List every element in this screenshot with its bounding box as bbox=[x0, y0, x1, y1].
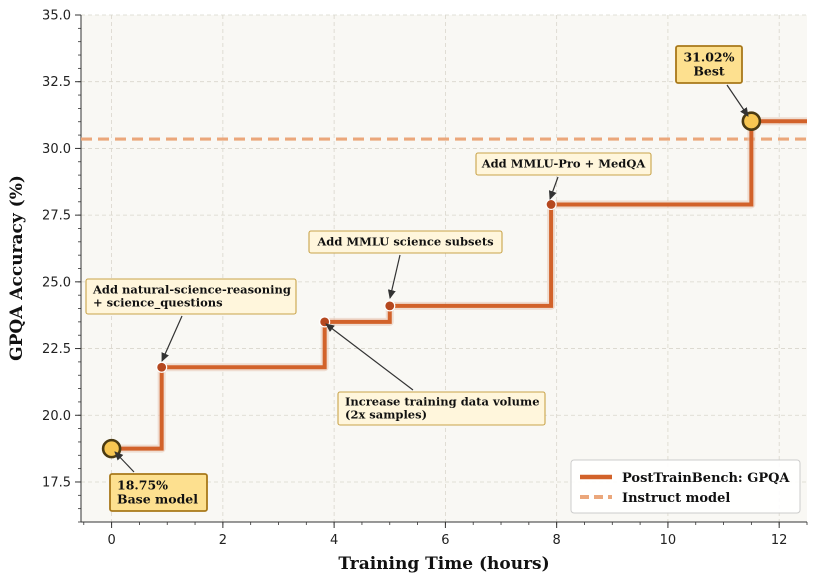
x-axis-title: Training Time (hours) bbox=[338, 554, 549, 574]
step-point bbox=[384, 300, 396, 312]
annotation-arrow bbox=[161, 315, 183, 362]
annotation-best: 31.02%Best bbox=[675, 45, 749, 117]
step-point bbox=[156, 361, 168, 373]
annotation-text: Add natural-science-reasoning bbox=[92, 283, 291, 297]
annotation-text: 18.75% bbox=[117, 478, 168, 493]
y-tick-label: 20.0 bbox=[42, 409, 71, 424]
annotation-natural-science: Add natural-science-reasoning+ science_q… bbox=[85, 278, 297, 362]
annotation-box bbox=[308, 230, 503, 254]
axes: 0 2 4 6 8 10 12 17.5 20.0 22.5 25.0 27.5 30.0 32.5 35.… bbox=[42, 9, 808, 548]
x-tick-label: 2 bbox=[219, 533, 227, 548]
annotation-text: Add MMLU-Pro + MedQA bbox=[481, 157, 647, 171]
y-axis-title: GPQA Accuracy (%) bbox=[7, 175, 27, 361]
annotation-text: Best bbox=[693, 64, 725, 79]
annotation-text: Increase training data volume bbox=[345, 395, 540, 409]
plot-area bbox=[81, 15, 807, 522]
legend: PostTrainBench: GPQA Instruct model bbox=[570, 459, 801, 514]
x-tick-label: 12 bbox=[771, 533, 788, 548]
y-tick-label: 30.0 bbox=[42, 142, 71, 157]
annotation-box bbox=[109, 473, 208, 512]
y-tick-label: 35.0 bbox=[42, 9, 71, 24]
annotation-arrow bbox=[325, 323, 414, 391]
annotation-text: Base model bbox=[117, 492, 198, 507]
annotation-text: (2x samples) bbox=[345, 408, 427, 422]
annotation-base: 18.75%Base model bbox=[109, 451, 208, 512]
annotation-arrow bbox=[548, 176, 559, 200]
annotation-box bbox=[85, 278, 297, 315]
y-tick-label: 17.5 bbox=[42, 475, 71, 490]
x-tick-label: 0 bbox=[107, 533, 115, 548]
annotation-box bbox=[475, 152, 652, 176]
legend-label-instruct: Instruct model bbox=[622, 491, 730, 506]
step-point bbox=[545, 198, 557, 211]
annotation-text: + science_questions bbox=[93, 296, 223, 311]
legend-label-step: PostTrainBench: GPQA bbox=[622, 471, 790, 486]
annotations-layer: 31.02%Best Add MMLU-Pro + MedQA Add MMLU s… bbox=[85, 45, 749, 512]
y-tick-label: 25.0 bbox=[42, 275, 71, 290]
series-layer bbox=[81, 111, 807, 459]
annotation-data-volume: Increase training data volume(2x samples… bbox=[325, 323, 546, 426]
x-tick-label: 8 bbox=[553, 533, 561, 548]
annotation-text: 31.02% bbox=[683, 50, 734, 65]
x-tick-label: 4 bbox=[330, 533, 338, 548]
y-tick-label: 27.5 bbox=[42, 209, 71, 224]
x-tick-label: 6 bbox=[441, 533, 449, 548]
annotation-arrow bbox=[726, 84, 749, 117]
x-tick-label: 10 bbox=[660, 533, 677, 548]
annotation-mmlu-pro: Add MMLU-Pro + MedQA bbox=[475, 152, 652, 200]
annotation-box bbox=[675, 45, 743, 84]
annotation-text: Add MMLU science subsets bbox=[316, 235, 493, 249]
annotation-mmlu-science: Add MMLU science subsets bbox=[308, 230, 503, 299]
step-line bbox=[111, 119, 807, 451]
annotation-arrow bbox=[114, 451, 135, 473]
annotation-arrow bbox=[387, 254, 401, 299]
legend-box bbox=[570, 459, 801, 514]
y-tick-label: 22.5 bbox=[42, 342, 71, 357]
y-tick-label: 32.5 bbox=[42, 75, 71, 90]
grid bbox=[81, 14, 807, 522]
highlight-point bbox=[741, 111, 762, 132]
annotation-box bbox=[337, 391, 546, 426]
